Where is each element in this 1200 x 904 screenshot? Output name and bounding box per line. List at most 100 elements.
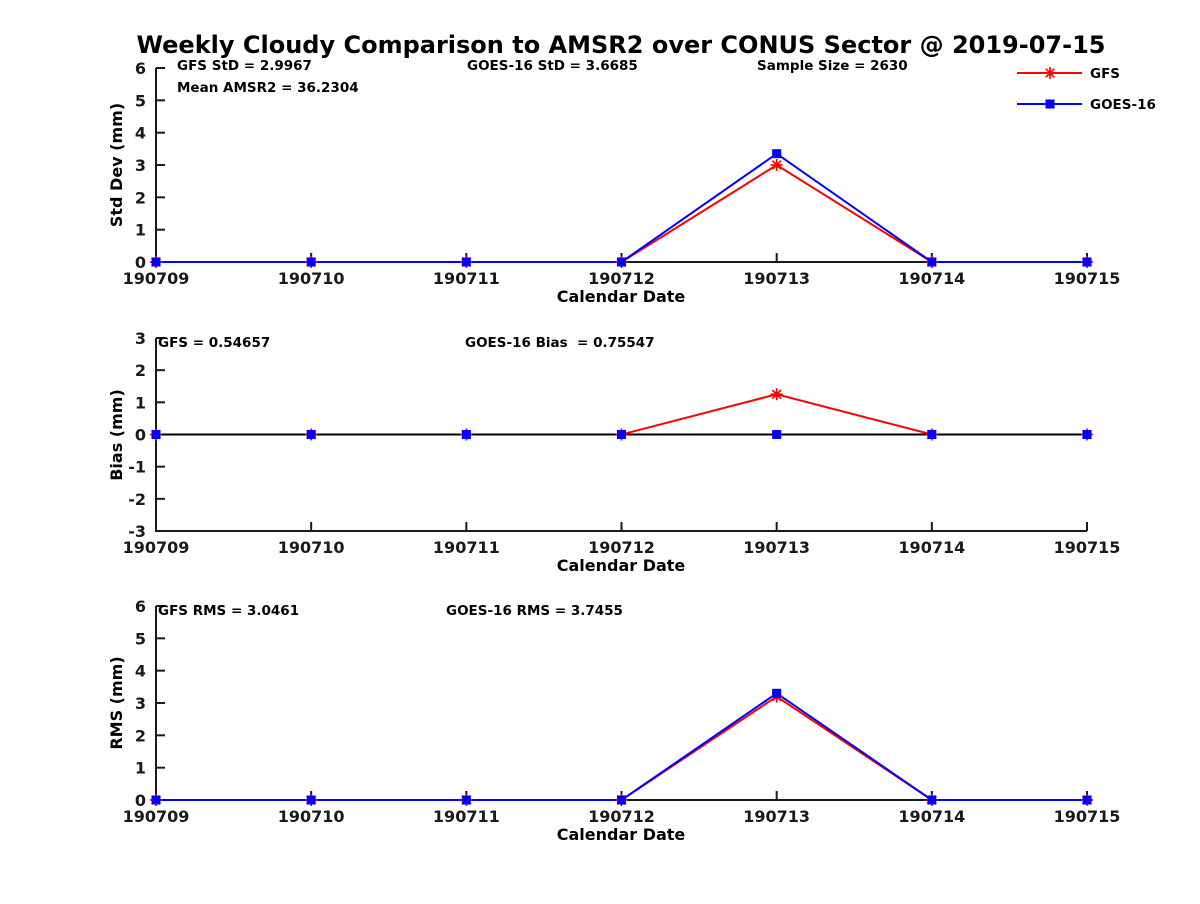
y-tick-label: 5 bbox=[135, 629, 146, 648]
marker-square bbox=[151, 795, 161, 805]
x-tick-label: 190713 bbox=[743, 269, 810, 288]
x-tick-label: 190710 bbox=[278, 538, 345, 557]
subplot-bias: -3 -2 -1 0 1 2 3 190709 190710 190711 190712 190713… bbox=[123, 329, 1121, 557]
x-tick-label: 190710 bbox=[278, 807, 345, 826]
y-axis-label-stddev: Std Dev (mm) bbox=[107, 103, 126, 227]
x-tick-label: 190712 bbox=[588, 807, 655, 826]
y-tick-label: 0 bbox=[135, 791, 146, 810]
annotation-mean-amsr2: Mean AMSR2 = 36.2304 bbox=[177, 80, 359, 96]
marker-square bbox=[1045, 99, 1055, 109]
marker-square bbox=[151, 257, 161, 267]
annotation-goes16-std: GOES-16 StD = 3.6685 bbox=[467, 58, 638, 74]
annotation-goes16-rms: GOES-16 RMS = 3.7455 bbox=[446, 603, 623, 619]
series-line-gfs bbox=[156, 393, 1087, 436]
y-tick-label: 2 bbox=[135, 361, 146, 380]
legend-label-gfs: GFS bbox=[1090, 66, 1120, 82]
marker-asterisk bbox=[1044, 67, 1056, 79]
x-tick-label: 190709 bbox=[123, 807, 190, 826]
marker-asterisk-spoke bbox=[771, 389, 782, 400]
marker-square bbox=[151, 430, 161, 439]
y-tick-label: 2 bbox=[135, 188, 146, 207]
marker-square bbox=[927, 795, 937, 805]
y-tick-label: 3 bbox=[135, 329, 146, 348]
marker-square bbox=[1082, 257, 1092, 267]
marker-square bbox=[617, 430, 626, 439]
x-tick-label: 190715 bbox=[1054, 807, 1121, 826]
x-tick-label: 190709 bbox=[123, 538, 190, 557]
chart-dynamic-layer: 0 1 2 3 4 5 6 190709 190710 190711 190712 190713 190… bbox=[123, 59, 1121, 826]
y-tick-label: 2 bbox=[135, 726, 146, 745]
legend-label-goes16: GOES-16 bbox=[1090, 97, 1156, 113]
x-tick-label: 190711 bbox=[433, 538, 500, 557]
x-tick-label: 190714 bbox=[898, 269, 965, 288]
x-tick-label: 190711 bbox=[433, 269, 500, 288]
subplot-rms: 0 1 2 3 4 5 6 190709 190710 190711 190712 190713 190… bbox=[123, 597, 1121, 826]
marker-square bbox=[1082, 795, 1092, 805]
marker-square bbox=[927, 257, 937, 267]
marker-square bbox=[772, 430, 782, 439]
series-line-goes-16 bbox=[156, 692, 1087, 801]
x-tick-label: 190711 bbox=[433, 807, 500, 826]
x-tick-label: 190710 bbox=[278, 269, 345, 288]
marker-square bbox=[617, 795, 626, 805]
y-tick-label: 3 bbox=[135, 694, 146, 713]
y-tick-label: 4 bbox=[135, 124, 146, 143]
x-axis-label-rms: Calendar Date bbox=[557, 825, 686, 844]
series-line-gfs bbox=[156, 695, 1087, 801]
marker-square bbox=[772, 149, 782, 159]
annotation-gfs-std: GFS StD = 2.9967 bbox=[177, 58, 312, 74]
series-line-gfs bbox=[156, 163, 1087, 263]
marker-square bbox=[306, 430, 316, 439]
y-tick-label: 5 bbox=[135, 91, 146, 110]
x-tick-label: 190713 bbox=[743, 538, 810, 557]
y-tick-label: 0 bbox=[135, 426, 146, 445]
y-tick-label: 1 bbox=[135, 221, 146, 240]
marker-square bbox=[306, 795, 316, 805]
x-tick-label: 190715 bbox=[1054, 269, 1121, 288]
y-axis-label-rms: RMS (mm) bbox=[107, 656, 126, 749]
marker-square bbox=[617, 257, 626, 267]
y-tick-label: 0 bbox=[135, 253, 146, 272]
legend: GFS GOES-16 bbox=[1017, 66, 1156, 113]
marker-square bbox=[1082, 430, 1092, 439]
y-tick-label: 6 bbox=[135, 59, 146, 78]
x-tick-label: 190709 bbox=[123, 269, 190, 288]
annotation-sample-size: Sample Size = 2630 bbox=[757, 58, 908, 74]
series-line-goes-16 bbox=[156, 152, 1087, 263]
axis-frame bbox=[155, 606, 1087, 801]
marker-asterisk-spoke bbox=[771, 160, 782, 170]
x-tick-label: 190714 bbox=[898, 807, 965, 826]
y-tick-label: 4 bbox=[135, 662, 146, 681]
marker-square bbox=[772, 688, 782, 698]
x-tick-label: 190713 bbox=[743, 807, 810, 826]
y-tick-label: -1 bbox=[128, 458, 146, 477]
y-tick-label: -3 bbox=[128, 522, 146, 541]
x-tick-label: 190714 bbox=[898, 538, 965, 557]
y-axis-label-bias: Bias (mm) bbox=[107, 389, 126, 481]
axis-frame bbox=[155, 68, 1087, 263]
y-tick-label: 1 bbox=[135, 759, 146, 778]
marker-square bbox=[461, 430, 471, 439]
marker-square bbox=[461, 795, 471, 805]
figure-title: Weekly Cloudy Comparison to AMSR2 over C… bbox=[137, 31, 1106, 59]
marker-square bbox=[927, 430, 937, 439]
x-tick-label: 190712 bbox=[588, 538, 655, 557]
subplot-std: 0 1 2 3 4 5 6 190709 190710 190711 190712 190713 190… bbox=[123, 59, 1121, 288]
x-axis-label-bias: Calendar Date bbox=[557, 556, 686, 575]
x-tick-label: 190715 bbox=[1054, 538, 1121, 557]
marker-asterisk bbox=[770, 388, 783, 401]
annotation-gfs-bias: GFS = 0.54657 bbox=[158, 335, 270, 351]
annotation-gfs-rms: GFS RMS = 3.0461 bbox=[158, 603, 299, 619]
y-tick-label: 3 bbox=[135, 156, 146, 175]
y-tick-label: 1 bbox=[135, 393, 146, 412]
marker-asterisk-spoke bbox=[1045, 68, 1055, 78]
x-axis-label-stddev: Calendar Date bbox=[557, 287, 686, 306]
marker-square bbox=[461, 257, 471, 267]
annotation-goes16-bias: GOES-16 Bias = 0.75547 bbox=[465, 335, 655, 351]
x-tick-label: 190712 bbox=[588, 269, 655, 288]
marker-asterisk bbox=[770, 159, 783, 171]
y-tick-label: 6 bbox=[135, 597, 146, 616]
y-tick-label: -2 bbox=[128, 490, 146, 509]
